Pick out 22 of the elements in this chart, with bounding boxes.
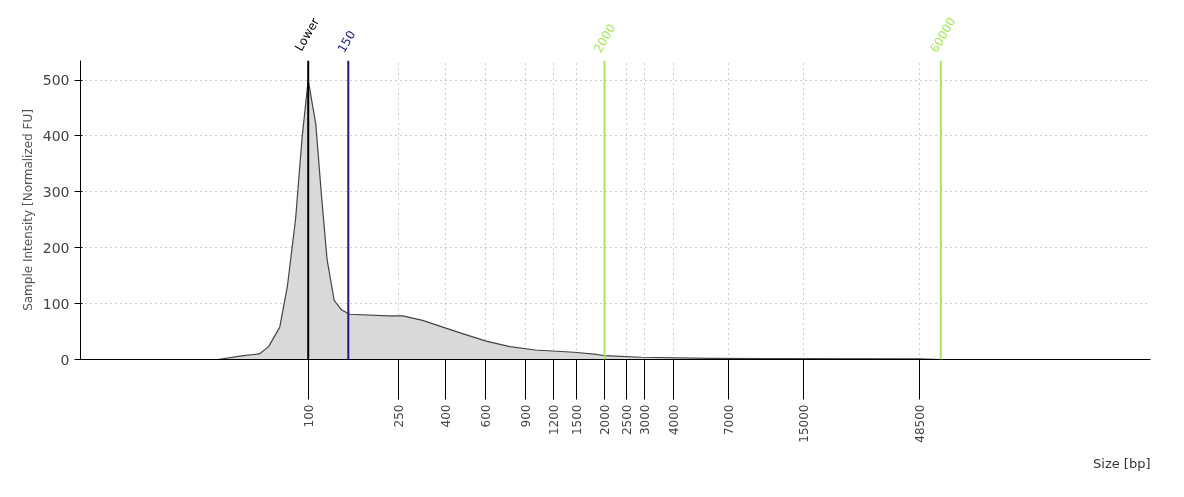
x-tick-label: 15000: [797, 404, 812, 443]
x-tick-label: 48500: [913, 404, 928, 443]
x-tick-label: 4000: [666, 404, 681, 436]
x-tick-label: 2000: [597, 404, 612, 436]
y-tick-label: 0: [60, 351, 70, 368]
x-tick-label: 1500: [569, 404, 584, 436]
x-tick-label: 3000: [638, 404, 653, 436]
y-tick-label: 400: [42, 127, 70, 144]
y-tick-label: 100: [42, 295, 70, 312]
x-tick-label: 2500: [620, 404, 635, 436]
x-tick-label: 250: [392, 404, 407, 428]
y-tick-label: 300: [42, 183, 70, 200]
y-tick-label: 500: [42, 72, 70, 89]
x-tick-label: 1200: [547, 404, 562, 436]
y-tick-label: 200: [42, 239, 70, 256]
x-axis-title: Size [bp]: [1093, 455, 1151, 471]
y-axis-title: Sample Intensity [Normalized FU]: [20, 109, 35, 311]
x-tick-label: 100: [301, 404, 316, 428]
x-tick-label: 400: [438, 404, 453, 428]
x-tick-label: 600: [478, 404, 493, 428]
x-tick-label: 900: [519, 404, 533, 428]
x-tick-label: 7000: [721, 404, 736, 436]
